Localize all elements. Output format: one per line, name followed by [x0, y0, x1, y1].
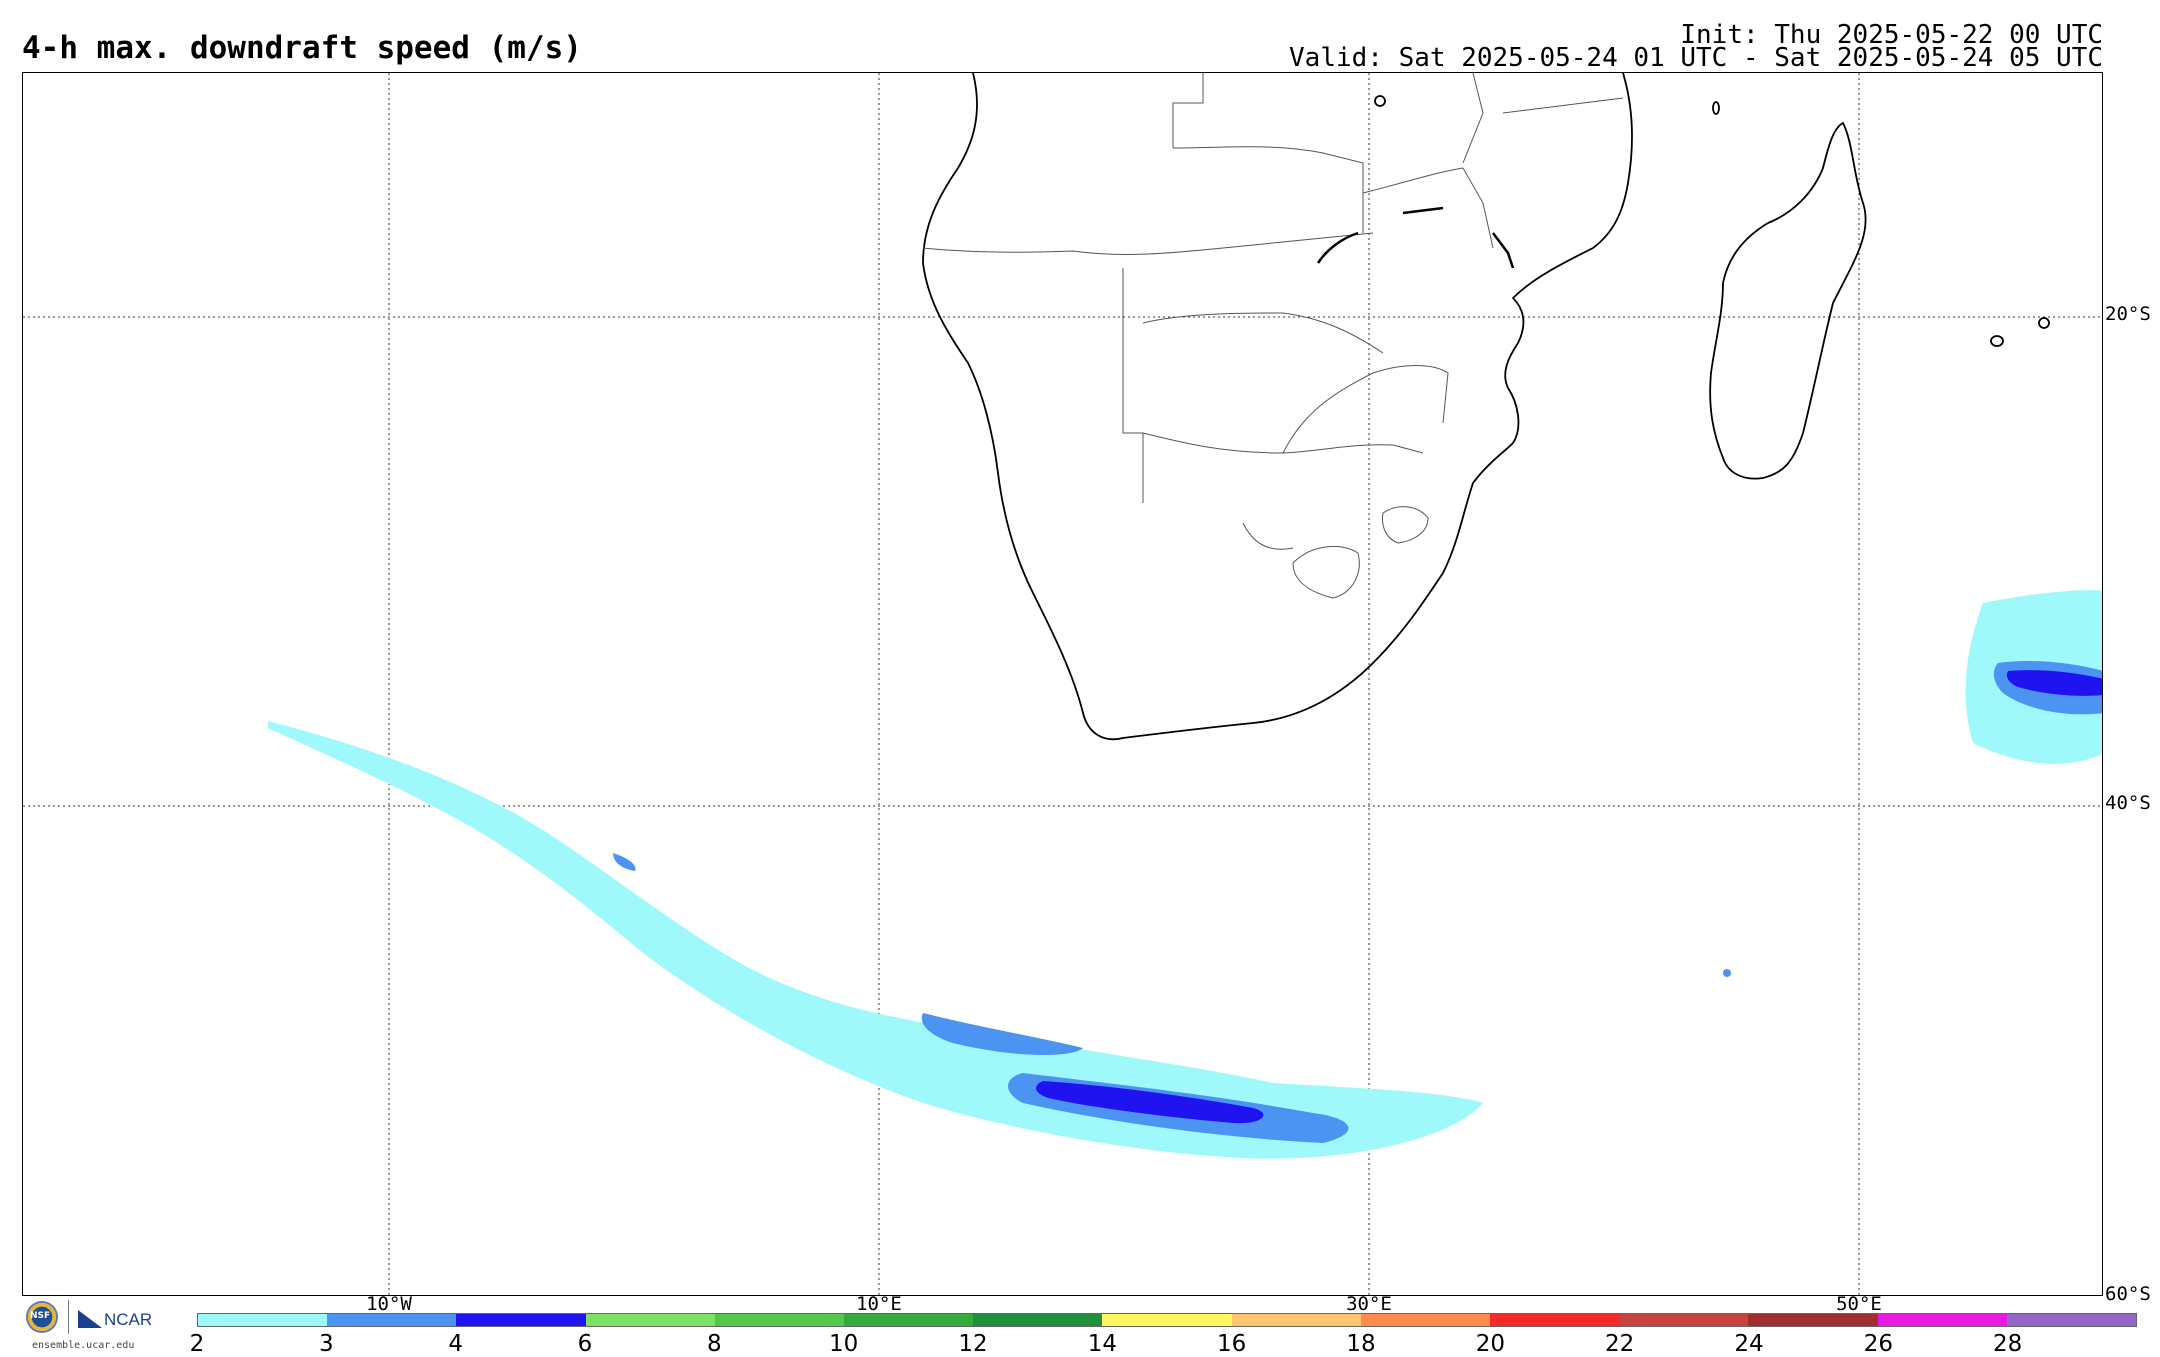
colorbar-swatch — [1490, 1314, 1620, 1326]
colorbar-tick-label: 3 — [319, 1331, 334, 1357]
madagascar-coast — [1709, 121, 1867, 480]
map-title: 4-h max. downdraft speed (m/s) — [22, 30, 582, 66]
colorbar-swatch — [973, 1314, 1103, 1326]
colorbar-swatch — [1748, 1314, 1878, 1326]
colorbar-tick-label: 4 — [448, 1331, 463, 1357]
downdraft-cells-indian — [1723, 590, 2102, 977]
colorbar-tick-label: 2 — [189, 1331, 205, 1357]
lake-kariba — [1316, 231, 1359, 264]
lake-bangweulu — [1402, 206, 1444, 215]
colorbar-tick-label: 6 — [577, 1331, 593, 1357]
colorbar-tick-label: 18 — [1346, 1331, 1376, 1357]
colorbar-swatch — [456, 1314, 586, 1326]
colorbar-swatch — [585, 1314, 715, 1326]
lon-label-50e: 50°E — [1836, 1293, 1882, 1315]
colorbar-tick-label: 12 — [958, 1331, 988, 1357]
lat-label-20s: 20°S — [2105, 303, 2151, 325]
colorbar-swatch — [1877, 1314, 2007, 1326]
colorbar-swatch — [1619, 1314, 1749, 1326]
colorbar-tick-label: 24 — [1734, 1331, 1764, 1357]
nsf-logo — [26, 1301, 58, 1333]
lakes — [1316, 206, 1515, 269]
init-time: Init: Thu 2025-05-22 00 UTC — [1680, 20, 2103, 50]
colorbar-tick-label: 8 — [707, 1331, 722, 1357]
colorbar-tick-label: 14 — [1087, 1331, 1117, 1357]
colorbar-tick-label: 20 — [1475, 1331, 1505, 1357]
map-panel — [22, 72, 2103, 1296]
island-d — [1712, 101, 1720, 115]
island-c — [1374, 95, 1386, 107]
island-b — [2038, 317, 2050, 329]
colorbar-swatch — [327, 1314, 457, 1326]
colorbar-swatch — [1360, 1314, 1491, 1326]
colorbar-swatch — [198, 1314, 328, 1326]
colorbar-swatch — [844, 1314, 974, 1326]
logo-divider — [68, 1300, 69, 1334]
country-borders — [922, 73, 1624, 599]
colorbar-tick-label: 26 — [1863, 1331, 1893, 1357]
site-url: ensemble.ucar.edu — [32, 1340, 135, 1351]
africa-coast — [922, 73, 1633, 741]
lon-label-10e: 10°E — [856, 1293, 902, 1315]
logo-block: NSF NCAR ensemble.ucar.edu — [22, 1298, 162, 1354]
coastlines — [922, 73, 2050, 741]
colorbar-tick-label: 28 — [1993, 1331, 2023, 1357]
lon-label-30e: 30°E — [1346, 1293, 1392, 1315]
map-canvas — [23, 73, 2102, 1295]
colorbar-swatch — [2006, 1314, 2137, 1326]
nsf-logo-text: NSF — [30, 1311, 51, 1321]
colorbar-tick-label: 16 — [1217, 1331, 1247, 1357]
lat-label-40s: 40°S — [2105, 792, 2151, 814]
lon-label-10w: 10°W — [366, 1293, 412, 1315]
colorbar-swatch — [714, 1314, 845, 1326]
colorbar — [197, 1313, 2137, 1327]
ncar-logo-icon — [78, 1310, 102, 1328]
lat-label-60s: 60°S — [2105, 1283, 2151, 1305]
valid-time: Valid: Sat 2025-05-24 01 UTC - Sat 2025-… — [1289, 43, 2103, 73]
colorbar-tick-label: 10 — [829, 1331, 859, 1357]
colorbar-tick-label: 22 — [1605, 1331, 1635, 1357]
island-a — [1990, 335, 2004, 347]
colorbar-swatch — [1231, 1314, 1361, 1326]
colorbar-swatch — [1102, 1314, 1232, 1326]
lake-malawi — [1492, 232, 1515, 269]
downdraft-band-atlantic — [268, 721, 1483, 1159]
ncar-logo-text: NCAR — [104, 1310, 153, 1329]
